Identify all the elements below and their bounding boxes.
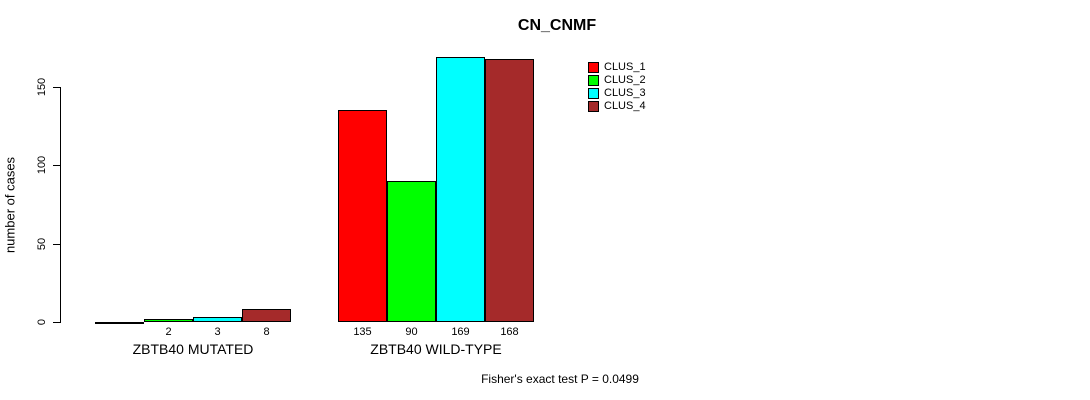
bar-value-label: 90 bbox=[405, 326, 418, 338]
y-axis-label: number of cases bbox=[2, 156, 18, 254]
y-tick bbox=[53, 243, 60, 245]
bar-value-label: 169 bbox=[451, 326, 470, 338]
bar-value-label: 168 bbox=[500, 326, 519, 338]
legend-swatch-clus-4 bbox=[588, 101, 599, 112]
y-tick-label: 150 bbox=[36, 77, 48, 97]
bar-zbtb40-wild-type-clus-4 bbox=[485, 59, 534, 322]
y-tick bbox=[53, 165, 60, 167]
y-tick-label: 50 bbox=[36, 237, 48, 250]
legend-swatch-clus-1 bbox=[588, 62, 599, 73]
y-tick bbox=[53, 87, 60, 88]
legend-swatch-clus-2 bbox=[588, 75, 599, 86]
bar-zbtb40-mutated-clus-4 bbox=[242, 309, 291, 322]
bar-value-label: 2 bbox=[165, 326, 172, 338]
legend-item-clus-3: CLUS_3 bbox=[588, 87, 646, 100]
bar-value-label: 8 bbox=[263, 326, 270, 338]
stat-annotation: Fisher's exact test P = 0.0499 bbox=[481, 372, 639, 386]
bar-value-label: 135 bbox=[353, 326, 372, 338]
legend-item-clus-2: CLUS_2 bbox=[588, 74, 646, 87]
legend: CLUS_1 CLUS_2 CLUS_3 CLUS_4 bbox=[588, 61, 646, 113]
y-tick bbox=[53, 322, 60, 323]
y-axis-line bbox=[60, 87, 61, 323]
bar-zbtb40-wild-type-clus-1 bbox=[338, 110, 387, 322]
legend-label: CLUS_3 bbox=[604, 87, 646, 99]
x-group-label-zbtb40-mutated: ZBTB40 MUTATED bbox=[132, 341, 254, 357]
legend-item-clus-1: CLUS_1 bbox=[588, 61, 646, 74]
legend-swatch-clus-3 bbox=[588, 88, 599, 99]
y-tick-label: 100 bbox=[36, 156, 48, 175]
y-tick-label: 0 bbox=[36, 318, 48, 326]
legend-label: CLUS_4 bbox=[604, 100, 646, 112]
legend-label: CLUS_1 bbox=[604, 61, 646, 73]
chart-title: CN_CNMF bbox=[517, 17, 597, 34]
bar-zbtb40-mutated-clus-3 bbox=[193, 317, 242, 322]
bar-zbtb40-wild-type-clus-3 bbox=[436, 57, 485, 322]
legend-item-clus-4: CLUS_4 bbox=[588, 100, 646, 113]
bar-zbtb40-mutated-clus-1 bbox=[95, 322, 144, 324]
bar-zbtb40-wild-type-clus-2 bbox=[387, 181, 436, 322]
bar-zbtb40-mutated-clus-2 bbox=[144, 319, 193, 322]
legend-label: CLUS_2 bbox=[604, 74, 646, 86]
bar-value-label: 3 bbox=[214, 326, 221, 338]
x-group-label-zbtb40-wild-type: ZBTB40 WILD-TYPE bbox=[370, 341, 502, 357]
